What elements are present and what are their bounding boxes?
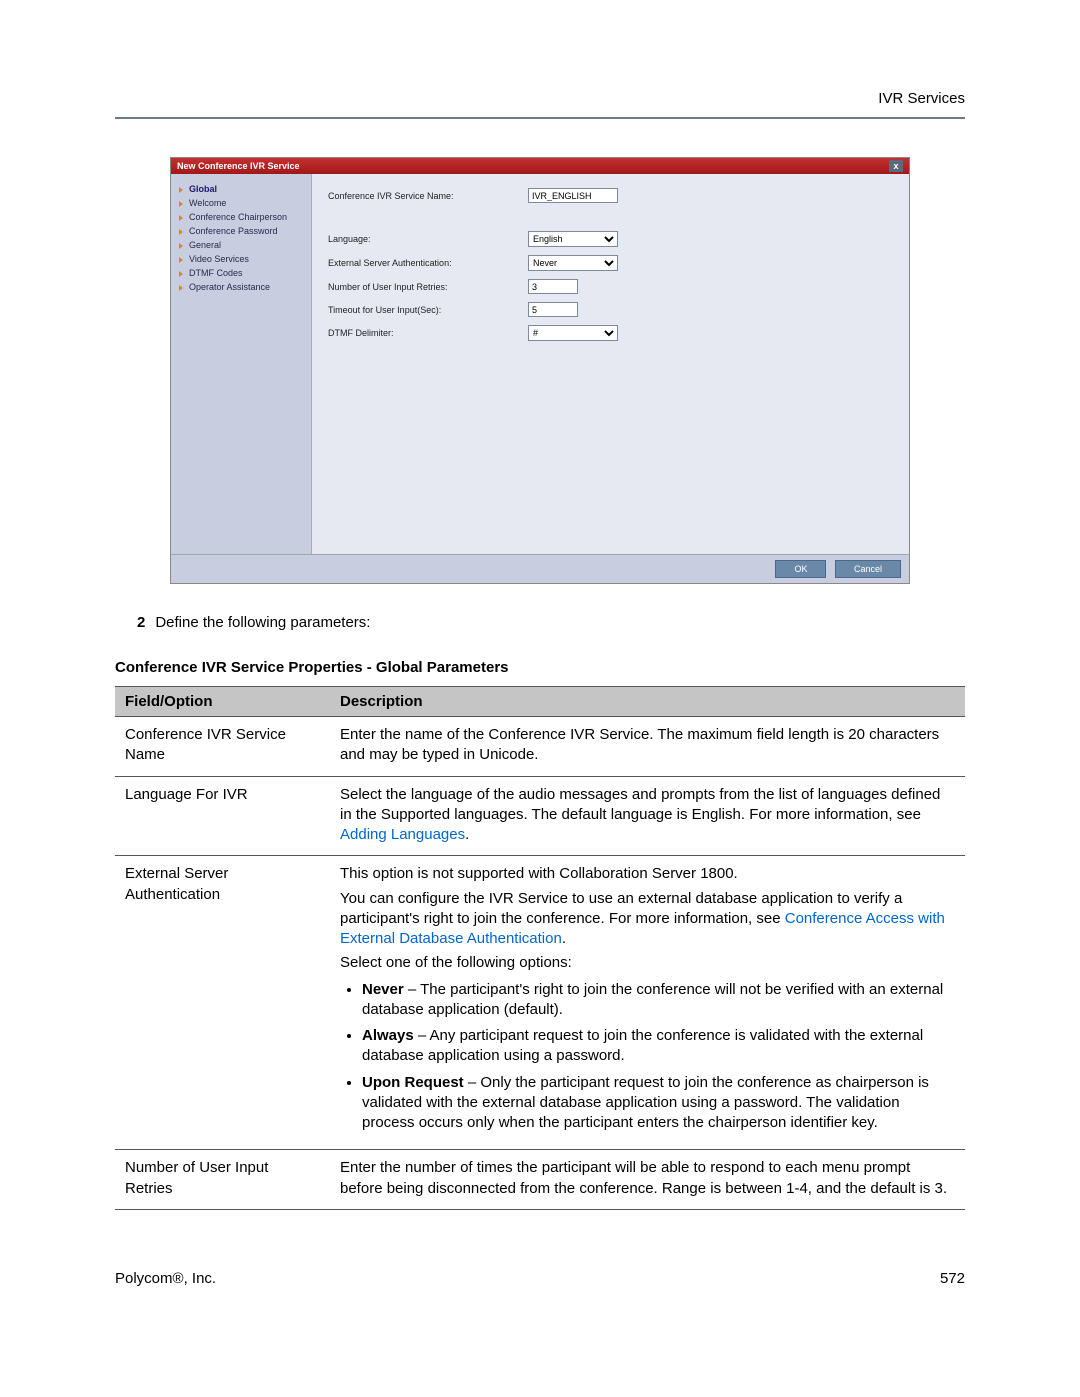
sidebar-item-password[interactable]: Conference Password [179, 224, 311, 238]
lang-select[interactable]: English [528, 231, 618, 247]
table-row: Language For IVR Select the language of … [115, 776, 965, 856]
opt-title: Always [362, 1027, 414, 1044]
desc-text: Select the language of the audio message… [340, 786, 940, 823]
sidebar-item-dtmf[interactable]: DTMF Codes [179, 266, 311, 280]
col-field: Field/Option [115, 687, 330, 717]
name-input[interactable] [528, 188, 618, 203]
auth-label: External Server Authentication: [328, 258, 528, 268]
col-desc: Description [330, 687, 965, 717]
page-header: IVR Services [115, 90, 965, 117]
list-item: Never – The participant's right to join … [362, 980, 955, 1021]
sidebar-item-chairperson[interactable]: Conference Chairperson [179, 210, 311, 224]
lang-label: Language: [328, 234, 528, 244]
page-footer: Polycom®, Inc. 572 [115, 1270, 965, 1287]
timeout-input[interactable] [528, 302, 578, 317]
dialog-main: Conference IVR Service Name: Language: E… [311, 174, 909, 554]
list-item: Upon Request – Only the participant requ… [362, 1073, 955, 1134]
auth-select[interactable]: Never [528, 255, 618, 271]
sidebar-item-welcome[interactable]: Welcome [179, 196, 311, 210]
header-rule [115, 117, 965, 119]
table-row: Number of User Input Retries Enter the n… [115, 1150, 965, 1210]
cell-field: Language For IVR [115, 776, 330, 856]
cell-field: Conference IVR Service Name [115, 717, 330, 777]
opt-text: – Any participant request to join the co… [362, 1027, 923, 1064]
cell-desc: Select the language of the audio message… [330, 776, 965, 856]
close-icon[interactable]: x [889, 160, 903, 172]
opt-text: – The participant's right to join the co… [362, 981, 943, 1018]
list-item: Always – Any participant request to join… [362, 1026, 955, 1067]
footer-page: 572 [940, 1270, 965, 1287]
sidebar-item-general[interactable]: General [179, 238, 311, 252]
cell-field: Number of User Input Retries [115, 1150, 330, 1210]
desc-text: Select one of the following options: [340, 953, 955, 973]
sidebar-item-operator[interactable]: Operator Assistance [179, 280, 311, 294]
cell-desc: Enter the name of the Conference IVR Ser… [330, 717, 965, 777]
name-label: Conference IVR Service Name: [328, 191, 528, 201]
table-row: Conference IVR Service Name Enter the na… [115, 717, 965, 777]
step-line: 2 Define the following parameters: [137, 614, 965, 631]
cell-desc: Enter the number of times the participan… [330, 1150, 965, 1210]
ivr-dialog: New Conference IVR Service x Global Welc… [170, 157, 910, 584]
desc-text: This option is not supported with Collab… [340, 864, 955, 884]
timeout-label: Timeout for User Input(Sec): [328, 305, 528, 315]
dialog-footer: OK Cancel [171, 554, 909, 583]
retries-input[interactable] [528, 279, 578, 294]
desc-text: . [465, 826, 469, 843]
delim-label: DTMF Delimiter: [328, 328, 528, 338]
delim-select[interactable]: # [528, 325, 618, 341]
opt-title: Never [362, 981, 404, 998]
dialog-sidebar: Global Welcome Conference Chairperson Co… [171, 174, 311, 554]
link-adding-languages[interactable]: Adding Languages [340, 826, 465, 843]
step-text: Define the following parameters: [155, 614, 370, 631]
sidebar-item-video[interactable]: Video Services [179, 252, 311, 266]
cancel-button[interactable]: Cancel [835, 560, 901, 578]
retries-label: Number of User Input Retries: [328, 282, 528, 292]
sidebar-item-global[interactable]: Global [179, 182, 311, 196]
footer-company: Polycom®, Inc. [115, 1270, 216, 1287]
params-table: Field/Option Description Conference IVR … [115, 686, 965, 1210]
desc-text: . [562, 930, 566, 947]
cell-desc: This option is not supported with Collab… [330, 856, 965, 1150]
dialog-title: New Conference IVR Service [177, 161, 300, 171]
ok-button[interactable]: OK [775, 560, 826, 578]
opt-title: Upon Request [362, 1074, 464, 1091]
dialog-titlebar: New Conference IVR Service x [171, 158, 909, 174]
table-title: Conference IVR Service Properties - Glob… [115, 659, 965, 676]
cell-field: External Server Authentication [115, 856, 330, 1150]
step-number: 2 [137, 614, 145, 631]
table-row: External Server Authentication This opti… [115, 856, 965, 1150]
